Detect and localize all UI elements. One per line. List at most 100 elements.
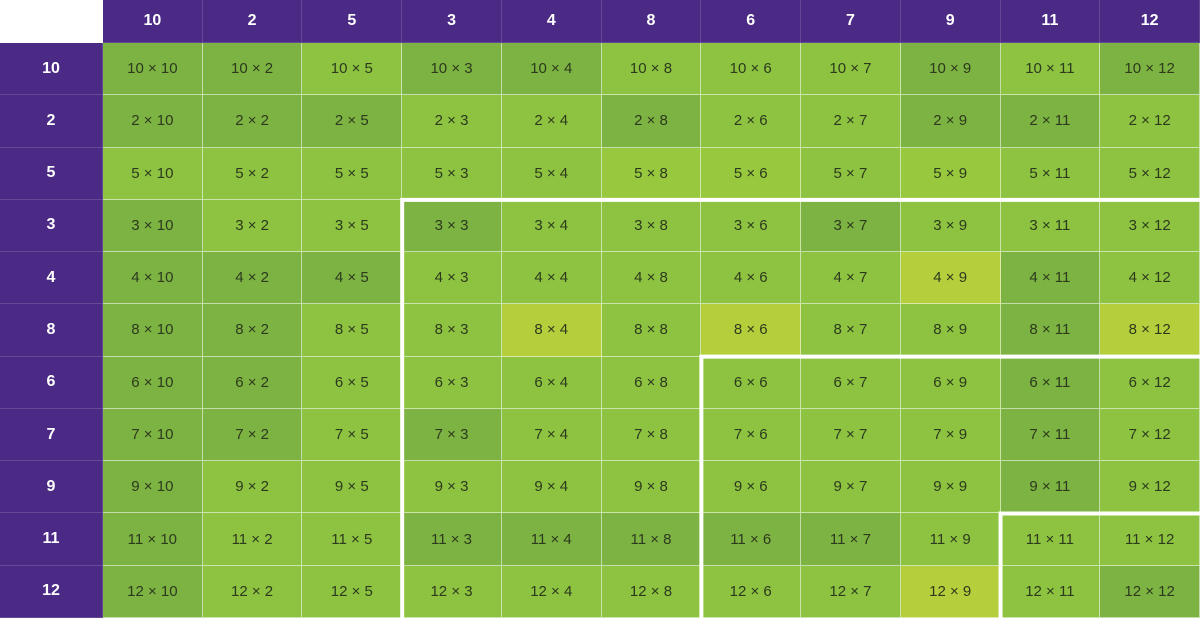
table-cell: 4 × 8 — [601, 252, 702, 305]
table-cell: 9 × 3 — [402, 461, 502, 514]
table-cell: 2 × 5 — [302, 95, 403, 148]
table-cell: 10 × 2 — [202, 43, 303, 96]
table-cell: 10 × 5 — [302, 43, 403, 96]
column-header: 10 — [103, 0, 203, 43]
table-cell: 4 × 11 — [1000, 252, 1101, 305]
column-header: 12 — [1100, 0, 1200, 43]
table-cell: 7 × 4 — [501, 408, 602, 462]
table-cell: 4 × 9 — [900, 252, 1001, 305]
table-cell: 11 × 2 — [202, 513, 303, 566]
table-cell: 9 × 10 — [103, 461, 203, 514]
table-cell: 7 × 5 — [302, 408, 403, 462]
table-cell: 12 × 2 — [202, 565, 303, 618]
table-cell: 3 × 10 — [103, 199, 203, 253]
column-header: 11 — [1000, 0, 1101, 43]
column-header: 7 — [801, 0, 901, 43]
table-cell: 3 × 7 — [801, 199, 901, 253]
table-cell: 8 × 12 — [1100, 304, 1200, 357]
table-cell: 12 × 9 — [900, 565, 1001, 618]
group-border — [998, 511, 1200, 618]
row-header: 8 — [0, 304, 103, 357]
table-cell: 11 × 3 — [402, 513, 502, 566]
table-cell: 5 × 7 — [801, 147, 901, 200]
row-header: 7 — [0, 408, 103, 462]
table-cell: 8 × 11 — [1000, 304, 1101, 357]
table-cell: 11 × 5 — [302, 513, 403, 566]
table-cell: 4 × 5 — [302, 252, 403, 305]
table-cell: 4 × 10 — [103, 252, 203, 305]
table-cell: 10 × 11 — [1000, 43, 1101, 96]
table-cell: 6 × 11 — [1000, 356, 1101, 409]
table-cell: 2 × 12 — [1100, 95, 1200, 148]
table-cell: 4 × 6 — [701, 252, 802, 305]
table-cell: 11 × 7 — [801, 513, 901, 566]
table-cell: 12 × 12 — [1100, 565, 1200, 618]
row-header: 10 — [0, 43, 103, 96]
table-cell: 11 × 12 — [1100, 513, 1200, 566]
table-cell: 4 × 3 — [402, 252, 502, 305]
table-cell: 9 × 7 — [801, 461, 901, 514]
table-cell: 11 × 10 — [103, 513, 203, 566]
table-cell: 5 × 3 — [402, 147, 502, 200]
table-cell: 5 × 12 — [1100, 147, 1200, 200]
table-cell: 7 × 12 — [1100, 408, 1200, 462]
row-header: 9 — [0, 461, 103, 514]
table-cell: 6 × 8 — [601, 356, 702, 409]
row-header: 3 — [0, 199, 103, 253]
column-header: 6 — [701, 0, 802, 43]
table-cell: 6 × 3 — [402, 356, 502, 409]
column-header: 2 — [202, 0, 303, 43]
table-cell: 10 × 10 — [103, 43, 203, 96]
table-cell: 12 × 8 — [601, 565, 702, 618]
table-cell: 7 × 9 — [900, 408, 1001, 462]
column-header: 8 — [601, 0, 702, 43]
table-cell: 2 × 3 — [402, 95, 502, 148]
table-cell: 8 × 5 — [302, 304, 403, 357]
table-cell: 4 × 4 — [501, 252, 602, 305]
table-cell: 2 × 4 — [501, 95, 602, 148]
table-cell: 4 × 2 — [202, 252, 303, 305]
table-cell: 6 × 10 — [103, 356, 203, 409]
table-cell: 11 × 6 — [701, 513, 802, 566]
row-header: 11 — [0, 513, 103, 566]
table-cell: 2 × 8 — [601, 95, 702, 148]
column-header: 5 — [302, 0, 403, 43]
table-cell: 2 × 10 — [103, 95, 203, 148]
table-cell: 5 × 5 — [302, 147, 403, 200]
table-cell: 11 × 4 — [501, 513, 602, 566]
table-cell: 8 × 10 — [103, 304, 203, 357]
table-cell: 5 × 10 — [103, 147, 203, 200]
row-header: 12 — [0, 565, 103, 618]
row-header: 5 — [0, 147, 103, 200]
table-cell: 7 × 3 — [402, 408, 502, 462]
table-cell: 8 × 4 — [501, 304, 602, 357]
table-cell: 12 × 3 — [402, 565, 502, 618]
table-cell: 12 × 10 — [103, 565, 203, 618]
column-header: 3 — [402, 0, 502, 43]
table-cell: 10 × 3 — [402, 43, 502, 96]
table-cell: 4 × 7 — [801, 252, 901, 305]
row-header: 2 — [0, 95, 103, 148]
table-cell: 2 × 7 — [801, 95, 901, 148]
table-cell: 3 × 11 — [1000, 199, 1101, 253]
table-cell: 6 × 6 — [701, 356, 802, 409]
table-cell: 6 × 5 — [302, 356, 403, 409]
table-cell: 9 × 4 — [501, 461, 602, 514]
table-cell: 5 × 2 — [202, 147, 303, 200]
table-cell: 7 × 11 — [1000, 408, 1101, 462]
table-cell: 8 × 3 — [402, 304, 502, 357]
table-cell: 3 × 2 — [202, 199, 303, 253]
column-header: 9 — [900, 0, 1001, 43]
table-cell: 5 × 9 — [900, 147, 1001, 200]
table-cell: 12 × 6 — [701, 565, 802, 618]
table-cell: 9 × 5 — [302, 461, 403, 514]
table-cell: 11 × 11 — [1000, 513, 1101, 566]
table-cell: 7 × 6 — [701, 408, 802, 462]
table-cell: 9 × 8 — [601, 461, 702, 514]
table-cell: 8 × 9 — [900, 304, 1001, 357]
table-cell: 10 × 12 — [1100, 43, 1200, 96]
table-cell: 10 × 4 — [501, 43, 602, 96]
table-cell: 8 × 6 — [701, 304, 802, 357]
table-cell: 5 × 4 — [501, 147, 602, 200]
